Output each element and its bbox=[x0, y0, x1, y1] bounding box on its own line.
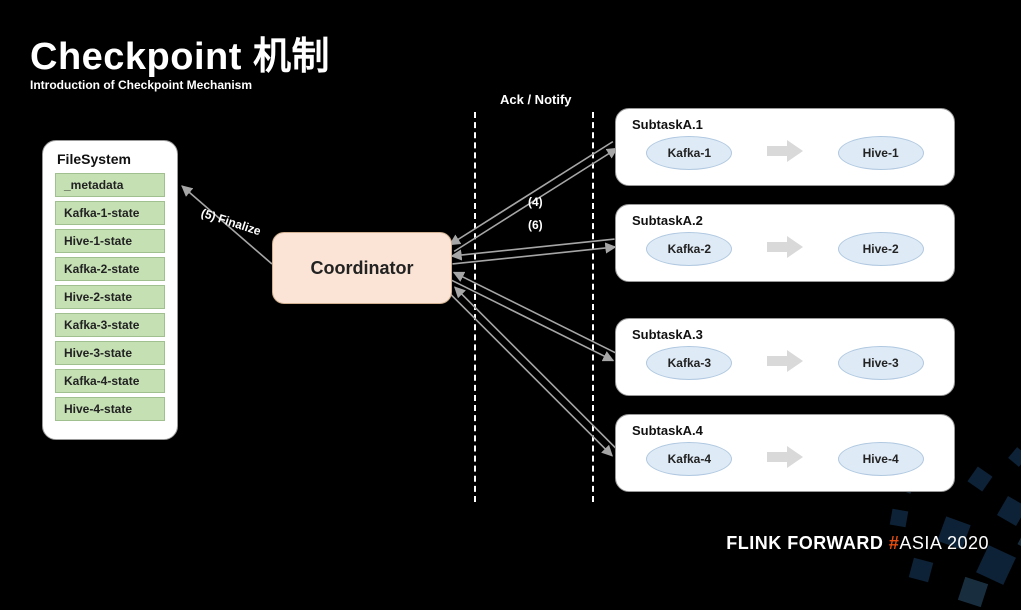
filesystem-item: Hive-1-state bbox=[55, 229, 165, 253]
filesystem-item: _metadata bbox=[55, 173, 165, 197]
kafka-node: Kafka-3 bbox=[646, 346, 732, 380]
kafka-node: Kafka-1 bbox=[646, 136, 732, 170]
arrow-right-icon bbox=[765, 348, 805, 379]
footer-branding: FLINK FORWARD #ASIA 2020 bbox=[726, 533, 989, 554]
filesystem-box: FileSystem _metadata Kafka-1-state Hive-1-… bbox=[42, 140, 178, 440]
hive-node: Hive-3 bbox=[838, 346, 924, 380]
filesystem-title: FileSystem bbox=[57, 151, 165, 167]
page-title: Checkpoint 机制 bbox=[30, 25, 330, 80]
edge-label: (5) Finalize bbox=[199, 206, 262, 238]
subtask-row: Kafka-4 Hive-4 bbox=[630, 442, 940, 476]
subtask-box: SubtaskA.2 Kafka-2 Hive-2 bbox=[615, 204, 955, 282]
arrow-right-icon bbox=[765, 234, 805, 265]
filesystem-item: Hive-3-state bbox=[55, 341, 165, 365]
ack-notify-label: Ack / Notify bbox=[500, 92, 572, 107]
subtask-row: Kafka-2 Hive-2 bbox=[630, 232, 940, 266]
filesystem-item: Hive-4-state bbox=[55, 397, 165, 421]
edge-label: (4) bbox=[528, 195, 543, 209]
hive-node: Hive-2 bbox=[838, 232, 924, 266]
subtask-title: SubtaskA.2 bbox=[632, 213, 940, 228]
kafka-node: Kafka-2 bbox=[646, 232, 732, 266]
coordinator-node: Coordinator bbox=[272, 232, 452, 304]
subtask-row: Kafka-1 Hive-1 bbox=[630, 136, 940, 170]
kafka-node: Kafka-4 bbox=[646, 442, 732, 476]
filesystem-item: Kafka-3-state bbox=[55, 313, 165, 337]
arrow-right-icon bbox=[765, 444, 805, 475]
footer-flink: FLINK bbox=[726, 533, 782, 553]
edge-label: (6) bbox=[528, 218, 543, 232]
subtask-row: Kafka-3 Hive-3 bbox=[630, 346, 940, 380]
footer-hash: # bbox=[889, 533, 900, 553]
subtask-box: SubtaskA.1 Kafka-1 Hive-1 bbox=[615, 108, 955, 186]
divider-line bbox=[592, 112, 594, 502]
filesystem-item: Kafka-4-state bbox=[55, 369, 165, 393]
subtask-box: SubtaskA.4 Kafka-4 Hive-4 bbox=[615, 414, 955, 492]
footer-asia: ASIA 2020 bbox=[899, 533, 989, 553]
filesystem-item: Hive-2-state bbox=[55, 285, 165, 309]
subtask-box: SubtaskA.3 Kafka-3 Hive-3 bbox=[615, 318, 955, 396]
subtask-title: SubtaskA.1 bbox=[632, 117, 940, 132]
subtask-title: SubtaskA.4 bbox=[632, 423, 940, 438]
filesystem-item: Kafka-1-state bbox=[55, 201, 165, 225]
subtask-title: SubtaskA.3 bbox=[632, 327, 940, 342]
hive-node: Hive-1 bbox=[838, 136, 924, 170]
coordinator-label: Coordinator bbox=[311, 258, 414, 279]
hive-node: Hive-4 bbox=[838, 442, 924, 476]
divider-line bbox=[474, 112, 476, 502]
filesystem-item: Kafka-2-state bbox=[55, 257, 165, 281]
arrow-right-icon bbox=[765, 138, 805, 169]
footer-forward: FORWARD bbox=[787, 533, 883, 553]
page-subtitle: Introduction of Checkpoint Mechanism bbox=[30, 78, 252, 92]
